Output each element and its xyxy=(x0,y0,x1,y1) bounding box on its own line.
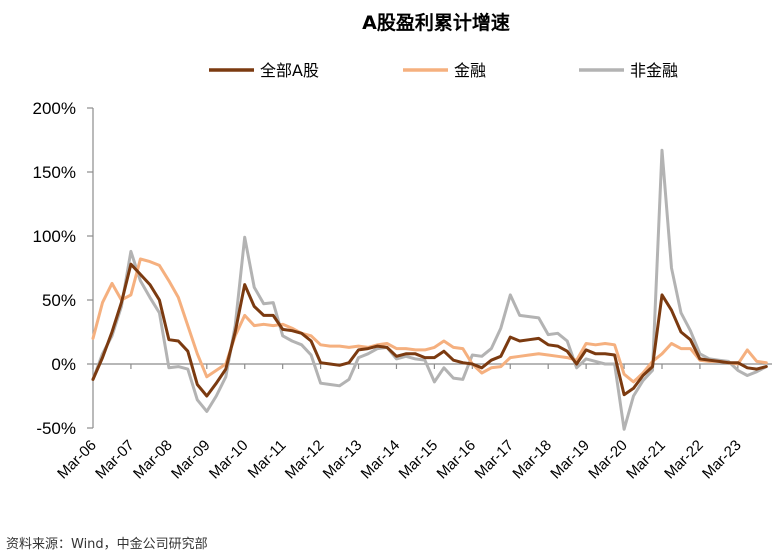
x-tick-label: Mar-14 xyxy=(358,437,404,483)
x-tick-label: Mar-09 xyxy=(168,437,214,483)
x-tick-label: Mar-10 xyxy=(206,437,252,483)
x-tick-label: Mar-22 xyxy=(661,437,707,483)
y-axis: -50% 0% 50% 100% 150% 200% xyxy=(33,99,94,438)
y-tick-label: 0% xyxy=(51,355,76,374)
x-tick-label: Mar-07 xyxy=(92,437,138,483)
x-axis: Mar-06Mar-07Mar-08Mar-09Mar-10Mar-11Mar-… xyxy=(54,363,772,483)
series-line-0 xyxy=(91,262,768,398)
x-tick-label: Mar-06 xyxy=(54,437,100,483)
x-tick-label: Mar-18 xyxy=(509,437,555,483)
legend: 全部A股 金融 非金融 xyxy=(209,61,678,80)
x-tick-label: Mar-19 xyxy=(547,437,593,483)
chart-title: A股盈利累计增速 xyxy=(362,11,510,34)
x-tick-label: Mar-11 xyxy=(245,437,290,482)
x-tick-label: Mar-21 xyxy=(623,437,669,483)
y-tick-label: 150% xyxy=(33,163,76,182)
legend-label-0: 全部A股 xyxy=(260,61,319,80)
x-tick-label: Mar-13 xyxy=(320,437,366,483)
legend-label-1: 金融 xyxy=(454,61,486,80)
y-tick-label: 200% xyxy=(33,99,76,118)
x-tick-label: Mar-15 xyxy=(396,437,442,483)
x-tick-label: Mar-23 xyxy=(699,437,745,483)
x-tick-label: Mar-08 xyxy=(130,437,176,483)
series-group xyxy=(91,148,768,431)
x-tick-label: Mar-16 xyxy=(434,437,480,483)
series-line-2 xyxy=(91,148,768,431)
source-note: 资料来源：Wind，中金公司研究部 xyxy=(6,536,208,552)
legend-label-2: 非金融 xyxy=(630,61,678,80)
x-tick-label: Mar-20 xyxy=(585,437,631,483)
x-tick-label: Mar-17 xyxy=(471,437,517,483)
x-tick-label: Mar-12 xyxy=(282,437,328,483)
y-tick-label: -50% xyxy=(36,419,76,438)
y-tick-label: 50% xyxy=(42,291,76,310)
y-tick-label: 100% xyxy=(33,227,76,246)
